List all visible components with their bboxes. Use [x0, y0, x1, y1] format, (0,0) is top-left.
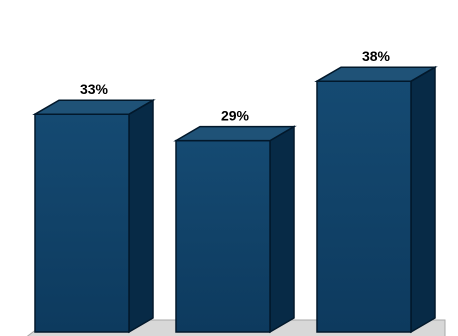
bar-1: [32, 98, 156, 334]
bar-2-side: [269, 125, 295, 334]
bar-1-top: [32, 99, 156, 115]
bar-3-side: [410, 65, 436, 334]
data-label-1: 33%: [80, 81, 109, 97]
data-label-3: 38%: [362, 48, 391, 64]
data-label-2: 29%: [221, 108, 250, 124]
bar-1-front: [34, 113, 130, 333]
bar-3: [314, 65, 438, 334]
bar-2-front: [175, 139, 271, 333]
bar-3-top: [314, 66, 438, 82]
bar-2-top: [173, 125, 297, 142]
bar-2: [173, 125, 297, 334]
bar-1-side: [128, 98, 154, 334]
bar-3-front: [316, 80, 412, 333]
